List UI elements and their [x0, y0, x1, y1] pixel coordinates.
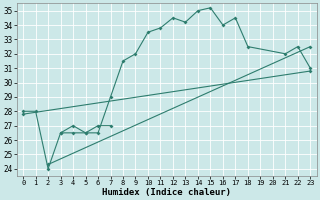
- X-axis label: Humidex (Indice chaleur): Humidex (Indice chaleur): [102, 188, 231, 197]
